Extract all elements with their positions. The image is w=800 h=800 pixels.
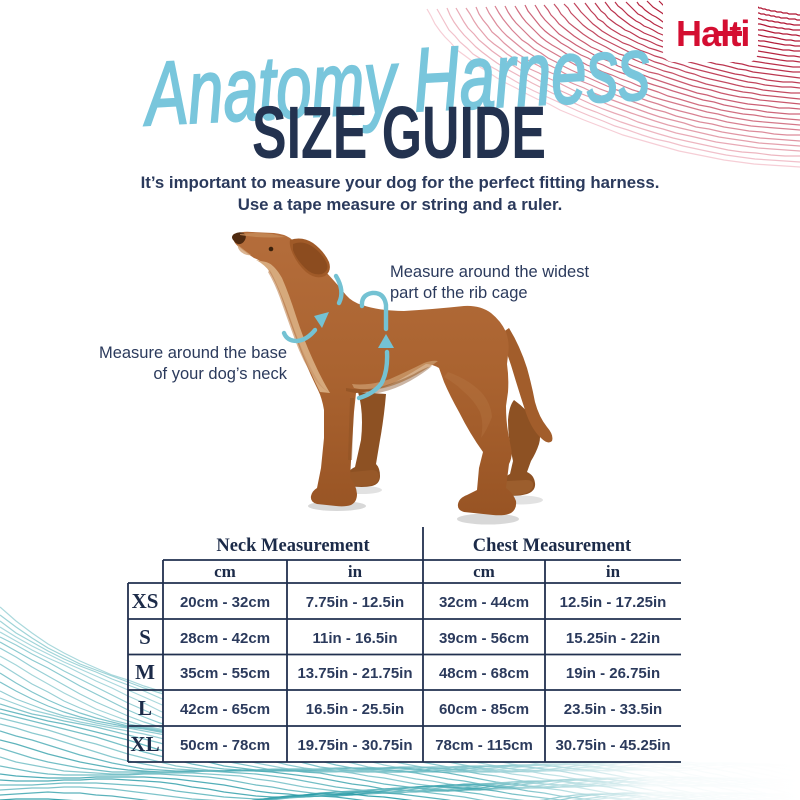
svg-text:7.75in - 12.5in: 7.75in - 12.5in bbox=[306, 594, 404, 611]
svg-text:S: S bbox=[139, 625, 151, 649]
svg-text:13.75in - 21.75in: 13.75in - 21.75in bbox=[297, 665, 412, 682]
svg-text:20cm - 32cm: 20cm - 32cm bbox=[180, 594, 270, 611]
svg-text:cm: cm bbox=[214, 562, 236, 581]
svg-text:60cm - 85cm: 60cm - 85cm bbox=[439, 701, 529, 718]
svg-text:in: in bbox=[606, 562, 621, 581]
svg-text:XS: XS bbox=[132, 589, 159, 613]
svg-text:19in - 26.75in: 19in - 26.75in bbox=[566, 665, 660, 682]
svg-text:48cm - 68cm: 48cm - 68cm bbox=[439, 665, 529, 682]
svg-text:39cm - 56cm: 39cm - 56cm bbox=[439, 630, 529, 647]
svg-text:XL: XL bbox=[130, 732, 159, 756]
svg-text:23.5in - 33.5in: 23.5in - 33.5in bbox=[564, 701, 662, 718]
svg-text:Chest Measurement: Chest Measurement bbox=[473, 536, 632, 556]
svg-text:15.25in - 22in: 15.25in - 22in bbox=[566, 630, 660, 647]
svg-text:16.5in - 25.5in: 16.5in - 25.5in bbox=[306, 701, 404, 718]
svg-text:in: in bbox=[348, 562, 363, 581]
svg-text:cm: cm bbox=[473, 562, 495, 581]
svg-text:30.75in - 45.25in: 30.75in - 45.25in bbox=[555, 737, 670, 754]
svg-text:19.75in - 30.75in: 19.75in - 30.75in bbox=[297, 737, 412, 754]
svg-text:L: L bbox=[138, 696, 152, 720]
svg-text:50cm - 78cm: 50cm - 78cm bbox=[180, 737, 270, 754]
svg-text:42cm - 65cm: 42cm - 65cm bbox=[180, 701, 270, 718]
svg-text:35cm - 55cm: 35cm - 55cm bbox=[180, 665, 270, 682]
svg-text:11in - 16.5in: 11in - 16.5in bbox=[312, 630, 397, 647]
svg-text:28cm - 42cm: 28cm - 42cm bbox=[180, 630, 270, 647]
svg-text:Neck Measurement: Neck Measurement bbox=[216, 536, 370, 556]
svg-text:12.5in - 17.25in: 12.5in - 17.25in bbox=[560, 594, 667, 611]
svg-text:78cm - 115cm: 78cm - 115cm bbox=[435, 737, 533, 754]
svg-text:32cm - 44cm: 32cm - 44cm bbox=[439, 594, 529, 611]
svg-text:SIZE GUIDE: SIZE GUIDE bbox=[252, 91, 546, 174]
svg-text:M: M bbox=[135, 660, 155, 684]
